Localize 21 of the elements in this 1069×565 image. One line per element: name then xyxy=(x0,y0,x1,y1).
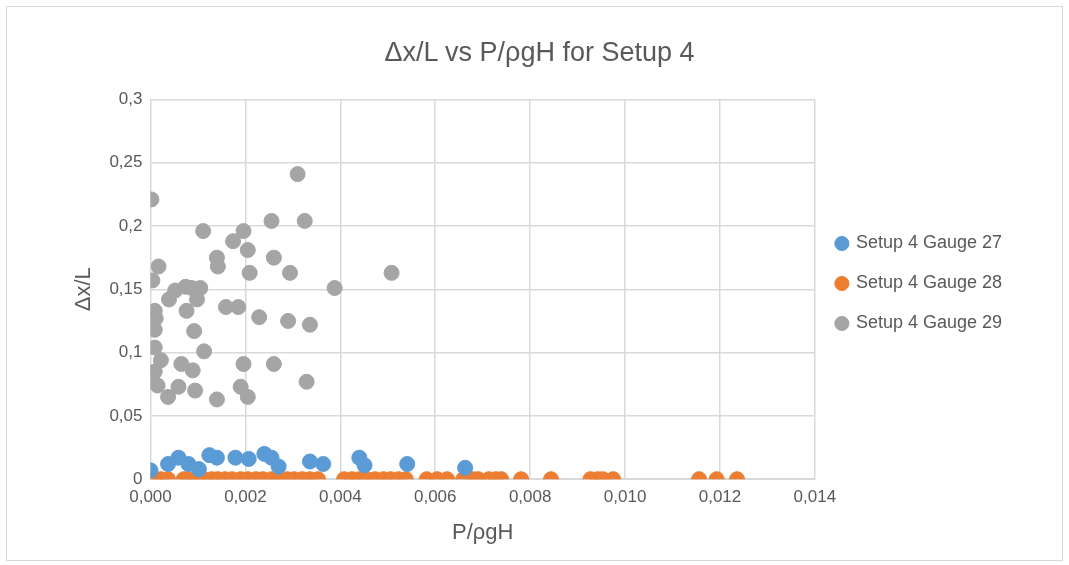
y-axis-title: Δx/L xyxy=(70,267,96,312)
legend-label: Setup 4 Gauge 27 xyxy=(855,232,1003,253)
legend-label: Setup 4 Gauge 28 xyxy=(855,272,1003,293)
y-tick-label: 0,15 xyxy=(109,278,143,298)
x-tick-label: 0,004 xyxy=(319,487,362,507)
x-axis-title: P/ρgH xyxy=(451,518,514,544)
x-tick-label: 0,002 xyxy=(224,487,267,507)
x-tick-label: 0,006 xyxy=(413,487,457,507)
y-tick-label: 0,2 xyxy=(118,215,143,235)
y-tick-label: 0 xyxy=(133,468,143,488)
y-tick-label: 0,25 xyxy=(109,152,143,172)
x-tick-label: 0,010 xyxy=(603,487,647,507)
x-tick-label: 0,014 xyxy=(793,487,837,507)
chart-title: Δx/L vs P/ρgH for Setup 4 xyxy=(384,36,695,67)
y-tick-label: 0,1 xyxy=(118,342,143,362)
y-tick-label: 0,3 xyxy=(118,89,143,109)
legend-label: Setup 4 Gauge 29 xyxy=(855,312,1003,333)
x-tick-label: 0,000 xyxy=(129,487,172,507)
y-tick-label: 0,05 xyxy=(109,405,143,425)
x-tick-label: 0,008 xyxy=(508,487,552,507)
x-tick-label: 0,012 xyxy=(698,487,742,507)
